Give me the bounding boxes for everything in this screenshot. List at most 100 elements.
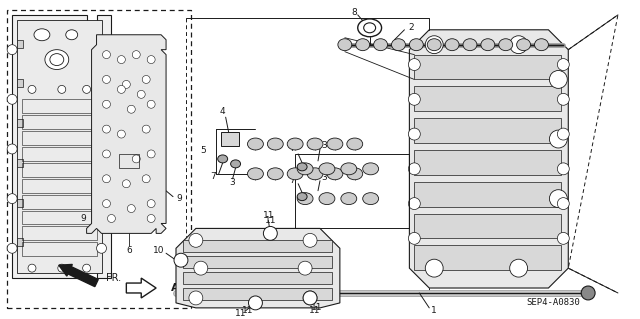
FancyArrow shape: [59, 264, 99, 287]
Ellipse shape: [117, 56, 125, 63]
Text: 11: 11: [262, 211, 274, 220]
Ellipse shape: [230, 160, 241, 168]
Bar: [17, 40, 23, 48]
Ellipse shape: [147, 150, 155, 158]
Ellipse shape: [102, 125, 111, 133]
Ellipse shape: [264, 226, 277, 240]
Text: 7: 7: [289, 176, 295, 185]
Ellipse shape: [534, 39, 548, 51]
Ellipse shape: [34, 29, 50, 41]
Ellipse shape: [327, 168, 343, 180]
Ellipse shape: [297, 163, 307, 171]
Bar: [414, 55, 561, 79]
Ellipse shape: [557, 128, 569, 140]
Ellipse shape: [248, 168, 264, 180]
Text: 7: 7: [289, 145, 295, 153]
Ellipse shape: [374, 39, 388, 51]
Ellipse shape: [408, 59, 420, 70]
Ellipse shape: [408, 128, 420, 140]
Text: 3: 3: [321, 173, 327, 182]
Ellipse shape: [297, 193, 313, 204]
Ellipse shape: [174, 253, 188, 267]
Bar: [22, 211, 97, 225]
Ellipse shape: [122, 180, 131, 188]
Ellipse shape: [194, 261, 208, 275]
Ellipse shape: [287, 138, 303, 150]
Bar: [295, 154, 410, 228]
Bar: [183, 240, 332, 252]
Ellipse shape: [102, 51, 111, 59]
Bar: [414, 213, 561, 238]
Polygon shape: [12, 15, 111, 278]
Ellipse shape: [268, 168, 284, 180]
Ellipse shape: [358, 19, 381, 37]
Bar: [183, 288, 332, 300]
Ellipse shape: [142, 175, 150, 183]
Ellipse shape: [50, 54, 64, 65]
Ellipse shape: [364, 23, 376, 33]
Ellipse shape: [7, 144, 17, 154]
Ellipse shape: [298, 261, 312, 275]
Bar: [414, 118, 561, 143]
Ellipse shape: [108, 214, 115, 222]
Bar: [17, 119, 23, 127]
Ellipse shape: [287, 168, 303, 180]
Ellipse shape: [303, 291, 317, 305]
Ellipse shape: [356, 39, 370, 51]
Ellipse shape: [425, 36, 443, 54]
Bar: [17, 199, 23, 207]
Text: SEP4-A0830: SEP4-A0830: [527, 298, 580, 308]
Text: 3: 3: [321, 142, 327, 151]
Text: 11: 11: [264, 216, 276, 225]
Text: 11: 11: [242, 306, 253, 315]
Ellipse shape: [408, 163, 420, 175]
Ellipse shape: [28, 264, 36, 272]
Ellipse shape: [341, 163, 356, 175]
Ellipse shape: [297, 193, 307, 201]
Ellipse shape: [303, 234, 317, 247]
Text: 11: 11: [309, 306, 321, 315]
Text: 6: 6: [127, 246, 132, 255]
Ellipse shape: [481, 39, 495, 51]
Ellipse shape: [83, 264, 91, 272]
Text: 9: 9: [176, 194, 182, 203]
Ellipse shape: [307, 168, 323, 180]
Ellipse shape: [463, 39, 477, 51]
Ellipse shape: [408, 233, 420, 244]
Ellipse shape: [189, 234, 203, 247]
Text: 9: 9: [81, 214, 86, 223]
Text: 11: 11: [311, 303, 323, 312]
Ellipse shape: [127, 204, 135, 212]
Ellipse shape: [347, 138, 363, 150]
Bar: [120, 154, 140, 168]
Text: ATM-8: ATM-8: [171, 283, 210, 293]
Polygon shape: [86, 35, 166, 234]
Bar: [17, 159, 23, 167]
Ellipse shape: [83, 85, 91, 93]
Ellipse shape: [392, 39, 405, 51]
Text: FR.: FR.: [106, 273, 122, 283]
Ellipse shape: [557, 59, 569, 70]
Ellipse shape: [132, 51, 140, 59]
Polygon shape: [126, 278, 156, 298]
Text: 2: 2: [408, 23, 414, 32]
Ellipse shape: [102, 76, 111, 84]
Bar: [414, 182, 561, 207]
Ellipse shape: [327, 138, 343, 150]
Ellipse shape: [363, 163, 379, 175]
Ellipse shape: [102, 100, 111, 108]
Bar: [183, 256, 332, 268]
Ellipse shape: [445, 39, 459, 51]
Bar: [22, 147, 97, 161]
Ellipse shape: [97, 194, 106, 204]
Ellipse shape: [127, 105, 135, 113]
Ellipse shape: [7, 194, 17, 204]
Bar: [414, 245, 561, 270]
Ellipse shape: [58, 264, 66, 272]
Ellipse shape: [303, 291, 317, 305]
Ellipse shape: [66, 30, 77, 40]
Ellipse shape: [97, 144, 106, 154]
Text: 11: 11: [235, 309, 246, 318]
Text: 5: 5: [200, 146, 206, 155]
Ellipse shape: [189, 291, 203, 305]
